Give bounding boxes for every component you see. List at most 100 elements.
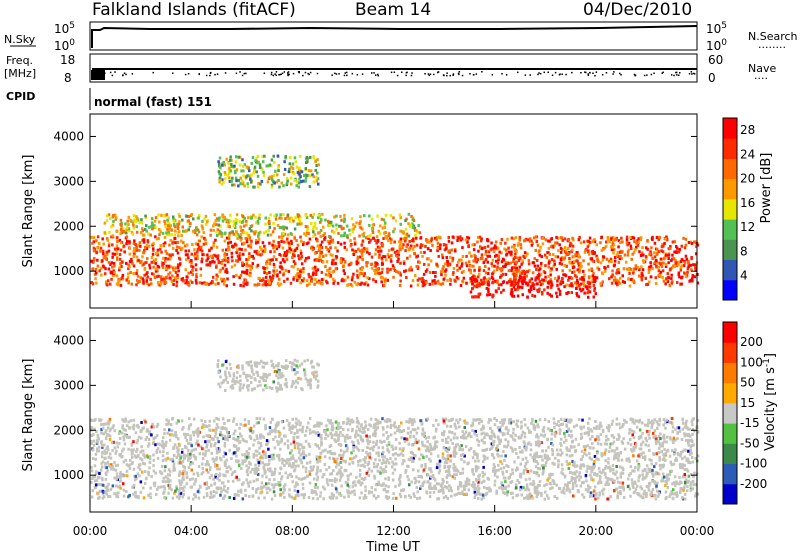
scatter-cell [220, 234, 224, 238]
scatter-cell [634, 419, 637, 423]
scatter-cell [121, 227, 125, 231]
scatter-cell [240, 229, 243, 233]
scatter-cell [295, 184, 298, 188]
scatter-cell [672, 441, 675, 444]
scatter-cell [478, 272, 481, 276]
scatter-cell [271, 243, 274, 247]
scatter-cell [159, 280, 163, 284]
scatter-cell [157, 442, 160, 446]
scatter-cell [474, 418, 477, 422]
scatter-cell [196, 228, 200, 232]
scatter-cell [202, 253, 206, 257]
scatter-cell [225, 253, 229, 256]
colorbar-swatch [723, 259, 737, 281]
scatter-cell [626, 250, 630, 254]
scatter-cell [211, 260, 214, 264]
scatter-cell [689, 263, 693, 267]
nsky-left-top: 105 [54, 21, 75, 36]
scatter-cell [280, 439, 283, 443]
scatter-cell [612, 251, 615, 255]
scatter-cell [436, 464, 439, 468]
scatter-cell [255, 417, 259, 420]
scatter-cell [256, 282, 260, 286]
scatter-cell [640, 442, 643, 446]
scatter-cell [631, 433, 634, 437]
scatter-cell [457, 236, 460, 240]
scatter-cell [335, 223, 338, 227]
scatter-cell [506, 281, 509, 285]
scatter-cell [670, 266, 674, 270]
scatter-cell [104, 486, 108, 489]
scatter-cell [229, 213, 232, 217]
scatter-cell [494, 254, 497, 258]
scatter-cell [548, 293, 552, 297]
scatter-cell [299, 270, 302, 274]
scatter-cell [358, 222, 361, 225]
scatter-cell [170, 280, 174, 283]
scatter-cell [410, 480, 413, 484]
scatter-cell [295, 165, 299, 169]
scatter-cell [237, 178, 241, 182]
scatter-cell [329, 472, 332, 476]
scatter-cell [472, 248, 476, 252]
scatter-cell [447, 489, 451, 492]
scatter-cell [361, 258, 364, 261]
scatter-cell [92, 236, 96, 240]
nave-dot [243, 72, 246, 75]
scatter-cell [268, 241, 271, 245]
scatter-cell [374, 239, 377, 243]
scatter-cell [629, 236, 633, 239]
freq-tick-bottom: 8 [64, 71, 72, 85]
scatter-cell [223, 256, 227, 260]
scatter-cell [409, 223, 413, 227]
nave-dot [458, 71, 461, 73]
scatter-cell [487, 287, 490, 291]
scatter-cell [592, 489, 596, 493]
scatter-cell [520, 262, 523, 266]
scatter-cell [626, 253, 630, 257]
nave-dot [543, 71, 545, 74]
scatter-cell [297, 214, 301, 218]
scatter-cell [546, 458, 549, 462]
scatter-cell [524, 462, 528, 466]
scatter-cell [639, 494, 642, 498]
scatter-cell [506, 237, 509, 241]
scatter-cell [268, 481, 271, 485]
scatter-cell [527, 259, 531, 262]
scatter-cell [261, 283, 264, 287]
scatter-cell [597, 458, 600, 461]
scatter-cell [260, 454, 263, 458]
scatter-cell [276, 173, 279, 177]
colorbar-tick-label: 8 [740, 244, 748, 258]
scatter-cell [292, 438, 296, 442]
scatter-cell [672, 492, 676, 496]
scatter-cell [671, 449, 674, 453]
scatter-cell [130, 260, 133, 264]
nave-dot [346, 71, 348, 74]
scatter-cell [495, 290, 498, 294]
scatter-cell [154, 471, 157, 475]
scatter-cell [549, 245, 553, 249]
scatter-cell [205, 481, 209, 485]
scatter-cell [313, 225, 316, 229]
scatter-cell [196, 254, 199, 258]
scatter-cell [335, 214, 338, 218]
scatter-cell [320, 250, 323, 254]
scatter-cell [473, 490, 477, 494]
scatter-cell [617, 271, 621, 275]
scatter-cell [496, 261, 500, 265]
scatter-cell [586, 245, 589, 249]
scatter-cell [126, 219, 129, 223]
scatter-cell [157, 213, 160, 217]
scatter-cell [95, 281, 98, 285]
scatter-cell [330, 483, 334, 487]
scatter-cell [463, 454, 466, 458]
scatter-cell [397, 251, 400, 254]
scatter-cell [163, 214, 166, 218]
scatter-cell [484, 250, 488, 253]
scatter-cell [107, 267, 111, 271]
scatter-cell [675, 246, 679, 250]
scatter-cell [256, 185, 260, 189]
scatter-cell [247, 167, 250, 170]
scatter-cell [390, 259, 393, 263]
